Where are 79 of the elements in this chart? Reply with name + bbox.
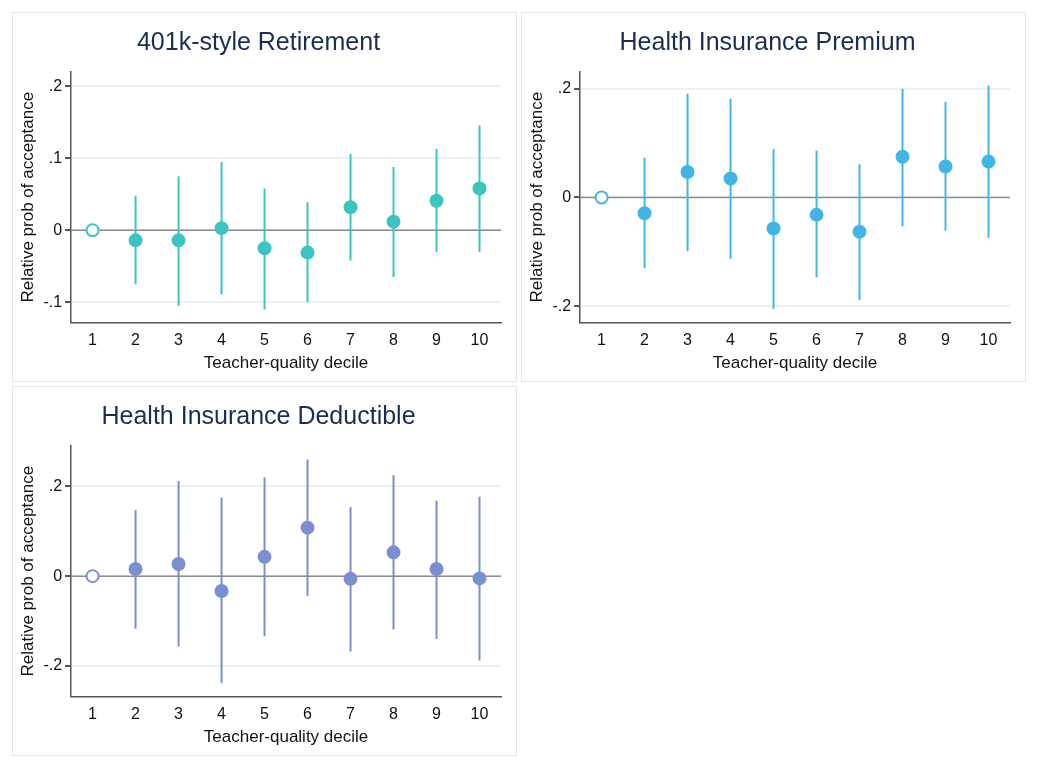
y-tick-label: 0 (53, 566, 63, 584)
x-tick-label: 9 (941, 331, 951, 349)
point (429, 561, 444, 576)
x-tick-label: 5 (260, 331, 270, 349)
chart-title: 401k-style Retirement (136, 26, 381, 55)
x-tick-label: 2 (131, 705, 141, 723)
point (386, 545, 401, 560)
point (128, 561, 143, 576)
point (257, 549, 272, 564)
y-tick-label: .1 (48, 148, 63, 166)
point (723, 171, 738, 186)
point (85, 223, 100, 238)
x-axis-title: Teacher-quality decile (203, 353, 369, 373)
point (472, 571, 487, 586)
point (637, 206, 652, 221)
point (343, 200, 358, 215)
x-tick-label: 5 (769, 331, 779, 349)
chart-title: Health Insurance Premium (619, 26, 916, 55)
x-tick-label: 6 (812, 331, 822, 349)
x-tick-label: 8 (389, 331, 399, 349)
x-tick-label: 10 (470, 331, 489, 349)
x-tick-label: 8 (389, 705, 399, 723)
y-tick-label: .2 (48, 76, 63, 94)
x-tick-label: 3 (683, 331, 693, 349)
x-tick-label: 7 (346, 331, 356, 349)
x-tick-label: 5 (260, 705, 270, 723)
y-tick-label: 0 (562, 187, 572, 205)
x-tick-label: 8 (898, 331, 908, 349)
x-tick-label: 10 (470, 705, 489, 723)
x-axis-title: Teacher-quality decile (203, 727, 369, 747)
x-tick-label: 4 (217, 331, 227, 349)
point (214, 221, 229, 236)
point (766, 221, 781, 236)
point (938, 159, 953, 174)
point (128, 233, 143, 248)
point (214, 583, 229, 598)
x-tick-label: 7 (346, 705, 356, 723)
x-tick-label: 9 (432, 705, 442, 723)
point (472, 181, 487, 196)
chart-title: Health Insurance Deductible (101, 400, 416, 429)
y-axis-title: Relative prob of acceptance (526, 91, 546, 303)
point (171, 557, 186, 572)
x-tick-label: 1 (597, 331, 607, 349)
point (809, 207, 824, 222)
x-tick-label: 2 (640, 331, 650, 349)
x-tick-label: 10 (979, 331, 998, 349)
y-axis-title: Relative prob of acceptance (17, 465, 37, 677)
x-tick-label: 4 (726, 331, 736, 349)
y-tick-label: -.1 (43, 292, 63, 310)
x-tick-label: 3 (174, 705, 184, 723)
point (981, 154, 996, 169)
y-tick-label: -.2 (43, 656, 63, 674)
x-tick-label: 9 (432, 331, 442, 349)
point (429, 193, 444, 208)
point (300, 245, 315, 260)
x-tick-label: 6 (303, 331, 313, 349)
y-tick-label: 0 (53, 220, 63, 238)
point (594, 190, 609, 205)
x-tick-label: 4 (217, 705, 227, 723)
x-tick-label: 3 (174, 331, 184, 349)
point (852, 224, 867, 239)
point (343, 571, 358, 586)
point (171, 233, 186, 248)
x-tick-label: 7 (855, 331, 865, 349)
y-tick-label: -.2 (552, 296, 572, 314)
point (85, 569, 100, 584)
y-tick-label: .2 (557, 79, 572, 97)
y-axis-title: Relative prob of acceptance (17, 91, 37, 303)
point (680, 164, 695, 179)
point (386, 214, 401, 229)
y-tick-label: .2 (48, 476, 63, 494)
x-axis-title: Teacher-quality decile (712, 353, 878, 373)
point (257, 241, 272, 256)
x-tick-label: 6 (303, 705, 313, 723)
x-tick-label: 1 (88, 705, 98, 723)
point (300, 520, 315, 535)
x-tick-label: 2 (131, 331, 141, 349)
x-tick-label: 1 (88, 331, 98, 349)
point (895, 149, 910, 164)
